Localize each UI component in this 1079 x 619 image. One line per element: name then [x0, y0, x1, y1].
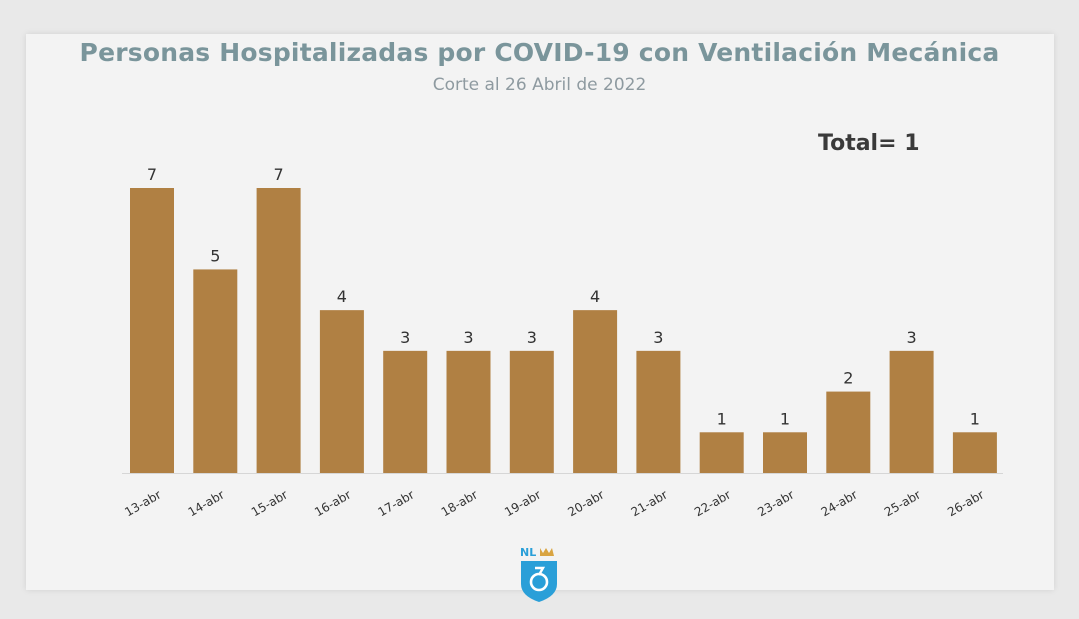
data-label-15-abr: 7 [274, 165, 284, 184]
data-label-13-abr: 7 [147, 165, 157, 184]
data-label-24-abr: 2 [843, 369, 853, 388]
bar-23-abr [763, 432, 807, 473]
data-label-20-abr: 4 [590, 287, 600, 306]
tick-label-13-abr: 13-abr [122, 487, 163, 519]
data-label-22-abr: 1 [717, 409, 727, 428]
bar-25-abr [889, 350, 934, 473]
tick-label-19-abr: 19-abr [502, 487, 543, 519]
data-label-14-abr: 5 [210, 246, 220, 265]
logo-text: NL [520, 546, 536, 559]
shield-icon [521, 561, 557, 602]
bar-26-abr [952, 432, 997, 473]
nl-logo: NL [520, 546, 557, 602]
bar-17-abr [383, 350, 428, 473]
tick-label-17-abr: 17-abr [375, 487, 416, 519]
bar-13-abr [130, 188, 174, 473]
tick-label-26-abr: 26-abr [945, 487, 986, 519]
data-label-17-abr: 3 [400, 328, 410, 347]
tick-label-18-abr: 18-abr [439, 487, 480, 519]
data-label-16-abr: 4 [337, 287, 347, 306]
data-label-18-abr: 3 [463, 328, 473, 347]
bar-20-abr [573, 310, 618, 473]
tick-label-22-abr: 22-abr [692, 487, 733, 519]
tick-label-14-abr: 14-abr [186, 487, 227, 519]
tick-label-15-abr: 15-abr [249, 487, 290, 519]
bar-24-abr [826, 391, 871, 473]
crown-icon [540, 548, 554, 556]
tick-label-24-abr: 24-abr [819, 487, 860, 519]
total-annotation: Total= 1 [818, 131, 920, 156]
tick-label-23-abr: 23-abr [755, 487, 796, 519]
tick-label-20-abr: 20-abr [565, 487, 606, 519]
tick-label-21-abr: 21-abr [629, 487, 670, 519]
bar-14-abr [193, 269, 238, 473]
chart-subtitle: Corte al 26 Abril de 2022 [432, 75, 647, 95]
data-label-19-abr: 3 [527, 328, 537, 347]
chart-title: Personas Hospitalizadas por COVID-19 con… [79, 38, 1000, 67]
bar-15-abr [256, 188, 301, 473]
bar-22-abr [699, 432, 744, 473]
tick-label-25-abr: 25-abr [882, 487, 923, 519]
bar-21-abr [636, 350, 681, 473]
data-label-26-abr: 1 [970, 409, 980, 428]
bar-16-abr [319, 310, 364, 473]
bar-18-abr [446, 350, 491, 473]
data-label-25-abr: 3 [907, 328, 917, 347]
data-label-23-abr: 1 [780, 409, 790, 428]
tick-label-16-abr: 16-abr [312, 487, 353, 519]
bar-19-abr [509, 350, 554, 473]
data-label-21-abr: 3 [653, 328, 663, 347]
